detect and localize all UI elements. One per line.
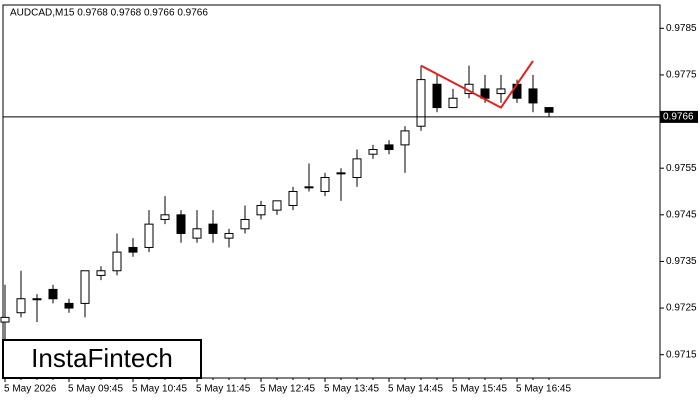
y-tick-label: 0.9745 (666, 209, 697, 220)
candle-body-bull (160, 214, 170, 220)
x-tick-label: 5 May 2026 (4, 384, 57, 395)
y-tick-label: 0.9735 (666, 256, 697, 267)
candle-body-bear (208, 223, 218, 234)
candle-body-bull (16, 298, 26, 314)
candle-body-bull (368, 149, 378, 155)
candle-body-bear (432, 83, 442, 109)
pattern-line (420, 60, 534, 109)
candle-body-bear (128, 246, 138, 253)
candle-body-bull (416, 79, 426, 127)
candle-body-bear (544, 107, 554, 113)
x-tick-label: 5 May 09:45 (68, 384, 123, 395)
candle-body-bull (400, 130, 410, 146)
plot-frame (2, 4, 661, 379)
candle-body-bull (496, 88, 506, 95)
candle-body-bull (320, 177, 330, 192)
candle-body-bull (288, 191, 298, 206)
x-tick-label: 5 May 10:45 (132, 384, 187, 395)
candle-body-bear (528, 88, 538, 104)
candle-body-bull (192, 228, 202, 239)
candle-body-bull (336, 172, 346, 175)
y-tick-label: 0.9715 (666, 349, 697, 360)
y-tick-label: 0.9785 (666, 23, 697, 34)
candle-body-bear (512, 83, 522, 99)
y-tick-label: 0.9725 (666, 303, 697, 314)
logo-box (2, 339, 202, 379)
candle-body-bull (0, 316, 10, 323)
candle-body-bull (448, 97, 458, 109)
candle-body-bull (240, 218, 250, 230)
candle-body-bull (32, 298, 42, 301)
candle-body-bull (80, 270, 90, 304)
candle-body-bull (144, 223, 154, 248)
candle-body-bear (64, 302, 74, 309)
candle-body-bull (96, 270, 106, 276)
y-tick-label: 0.9775 (666, 70, 697, 81)
candle-body-bear (48, 288, 58, 300)
candle-body-bull (304, 186, 314, 189)
candle-body-bull (112, 251, 122, 272)
y-tick-label: 0.9755 (666, 163, 697, 174)
x-tick-label: 5 May 16:45 (516, 384, 571, 395)
candle-body-bull (272, 200, 282, 211)
x-tick-label: 5 May 14:45 (388, 384, 443, 395)
candle-body-bear (384, 144, 394, 151)
x-tick-label: 5 May 12:45 (260, 384, 315, 395)
current-price-box (660, 110, 698, 123)
candle-body-bear (176, 214, 186, 234)
x-tick-label: 5 May 11:45 (196, 384, 251, 395)
chart-title: AUDCAD,M15 0.9768 0.9768 0.9766 0.9766 (10, 8, 208, 19)
x-tick-label: 5 May 13:45 (324, 384, 379, 395)
logo: InstaFintech (31, 343, 173, 373)
candle-body-bull (256, 204, 266, 216)
candle-body-bull (352, 158, 362, 179)
x-tick-label: 5 May 15:45 (452, 384, 507, 395)
candle-body-bull (224, 232, 234, 239)
current-price-label: 0.9766 (663, 112, 694, 123)
